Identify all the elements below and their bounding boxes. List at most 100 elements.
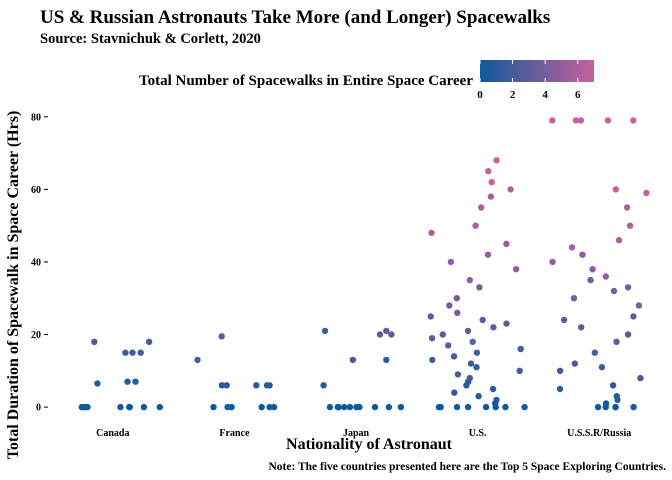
- data-point: [326, 403, 334, 411]
- data-point: [610, 287, 618, 295]
- data-point: [371, 403, 379, 411]
- data-point: [218, 382, 226, 389]
- data-point: [117, 403, 124, 411]
- data-point: [517, 345, 524, 353]
- legend-tick-label: 6: [575, 89, 581, 101]
- data-point: [427, 313, 434, 320]
- x-axis-title: Nationality of Astronaut: [286, 436, 453, 453]
- data-point: [507, 186, 514, 193]
- legend-tick-label: 4: [542, 89, 548, 101]
- y-tick-label: 80: [31, 112, 41, 123]
- data-point: [578, 324, 585, 331]
- data-point: [549, 258, 556, 266]
- y-tick-label: 0: [36, 403, 41, 414]
- data-point: [140, 403, 148, 411]
- data-point: [124, 378, 131, 385]
- color-legend: Total Number of Spacewalks in Entire Spa…: [139, 60, 594, 101]
- data-point: [503, 240, 510, 247]
- data-point: [570, 295, 578, 302]
- chart-caption: Note: The five countries presented here …: [269, 461, 667, 473]
- data-point: [612, 403, 619, 411]
- data-point: [466, 276, 473, 284]
- data-point: [349, 356, 357, 364]
- data-point: [453, 403, 461, 411]
- data-point: [388, 331, 395, 338]
- data-point: [450, 353, 458, 360]
- data-point: [482, 403, 490, 411]
- legend-title: Total Number of Spacewalks in Entire Spa…: [139, 73, 473, 89]
- data-point: [447, 258, 455, 266]
- legend-tick-label: 0: [477, 89, 483, 101]
- data-point: [630, 117, 637, 124]
- data-point: [556, 385, 564, 393]
- data-point: [94, 380, 101, 387]
- data-point: [484, 251, 492, 258]
- data-point: [137, 349, 144, 356]
- data-point: [466, 374, 473, 382]
- x-tick-label: U.S.S.R/Russia: [567, 428, 631, 439]
- data-point: [346, 403, 354, 411]
- data-point: [492, 400, 499, 407]
- chart-subtitle: Source: Stavnichuk & Corlett, 2020: [40, 31, 261, 47]
- data-point: [266, 403, 273, 411]
- data-point: [624, 331, 632, 338]
- data-point: [91, 338, 98, 345]
- data-point: [624, 284, 632, 291]
- data-point: [591, 349, 598, 356]
- data-point: [643, 189, 650, 197]
- data-point: [376, 331, 384, 338]
- data-point: [266, 382, 273, 389]
- data-point: [439, 331, 446, 338]
- x-tick-label: France: [219, 428, 250, 439]
- data-point: [503, 320, 510, 327]
- data-point: [493, 157, 500, 164]
- data-point: [341, 403, 348, 411]
- data-point: [473, 349, 481, 356]
- data-point: [82, 403, 89, 411]
- data-point: [253, 382, 260, 389]
- data-point: [320, 382, 327, 389]
- data-point: [467, 360, 475, 367]
- data-point: [572, 117, 580, 124]
- data-point: [475, 393, 482, 400]
- data-point: [623, 204, 631, 211]
- data-point: [602, 273, 609, 280]
- data-point: [478, 204, 485, 211]
- data-point: [473, 364, 480, 371]
- data-point: [451, 389, 458, 396]
- data-point: [446, 302, 453, 309]
- data-point: [334, 403, 341, 411]
- data-point: [156, 403, 163, 411]
- data-point: [568, 244, 576, 251]
- data-point: [602, 400, 610, 407]
- data-point: [615, 237, 623, 244]
- legend-tick-label: 2: [510, 89, 516, 101]
- data-point: [476, 284, 483, 291]
- data-point: [609, 382, 617, 389]
- data-point: [556, 367, 564, 374]
- data-point: [635, 302, 643, 309]
- data-point: [356, 403, 363, 411]
- data-point: [487, 193, 495, 200]
- data-point: [472, 222, 479, 229]
- data-point: [589, 266, 596, 273]
- data-point: [579, 251, 586, 258]
- data-point: [469, 338, 476, 345]
- x-tick-label: Japan: [343, 428, 370, 439]
- data-points: [78, 117, 650, 411]
- data-point: [577, 117, 585, 124]
- y-tick-label: 60: [31, 185, 41, 196]
- data-point: [613, 393, 620, 400]
- data-point: [445, 342, 452, 349]
- data-point: [435, 403, 443, 411]
- x-axis: Canada France Japan U.S. U.S.S.R/Russia: [96, 428, 631, 439]
- data-point: [453, 295, 460, 302]
- data-point: [630, 403, 637, 411]
- data-point: [612, 186, 620, 193]
- data-point: [454, 309, 461, 316]
- x-tick-label: U.S.: [469, 428, 487, 439]
- data-point: [258, 403, 265, 411]
- data-point: [223, 382, 230, 389]
- y-axis-title: Total Duration of Spacewalk in Space Car…: [5, 111, 22, 460]
